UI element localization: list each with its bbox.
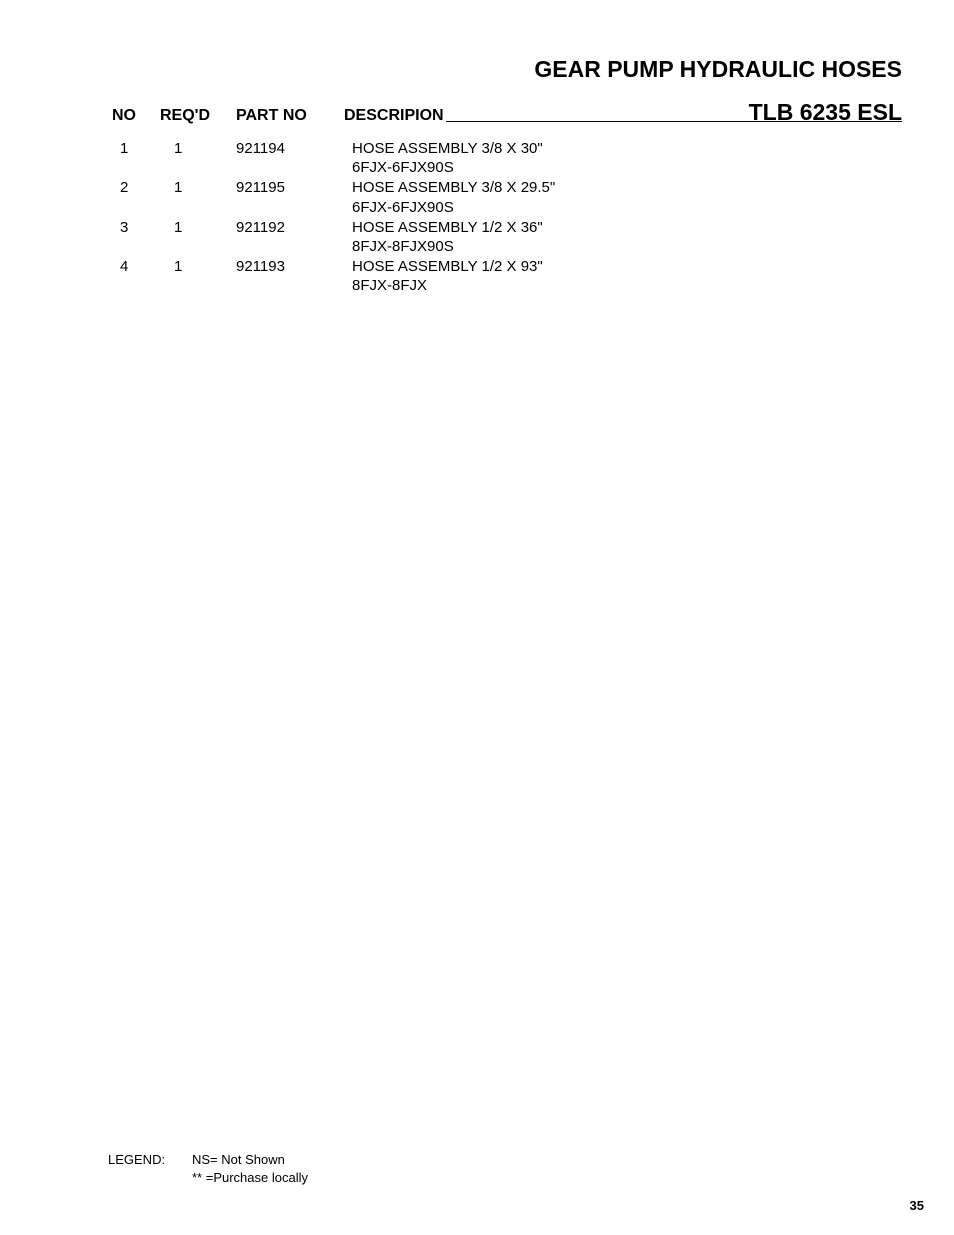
cell-no: 1 (112, 139, 160, 158)
cell-reqd: 1 (160, 257, 236, 276)
desc-line1: HOSE ASSEMBLY 3/8 X 30" (352, 140, 543, 157)
cell-partno: 921192 (236, 218, 344, 237)
cell-no: 2 (112, 178, 160, 197)
table-row: 2 1 921195 HOSE ASSEMBLY 3/8 X 29.5" 6FJ… (112, 178, 914, 216)
page-title: GEAR PUMP HYDRAULIC HOSES (40, 56, 902, 83)
column-header-no: NO (112, 107, 160, 125)
desc-line1: HOSE ASSEMBLY 1/2 X 36" (352, 219, 543, 236)
column-header-reqd: REQ'D (160, 107, 236, 125)
legend-block: LEGEND: NS= Not Shown ** =Purchase local… (108, 1151, 308, 1187)
desc-line2: 8FJX-8FJX (352, 276, 914, 295)
table-header-row: NO REQ'D PART NO DESCRIPION TLB 6235 ESL (40, 107, 914, 125)
desc-line1: HOSE ASSEMBLY 3/8 X 29.5" (352, 179, 555, 196)
table-row: 4 1 921193 HOSE ASSEMBLY 1/2 X 93" 8FJX-… (112, 257, 914, 295)
cell-partno: 921195 (236, 178, 344, 197)
legend-line1: NS= Not Shown (192, 1151, 285, 1169)
column-header-partno: PART NO (236, 107, 344, 125)
desc-line2: 8FJX-8FJX90S (352, 237, 914, 256)
legend-spacer (108, 1169, 192, 1187)
cell-no: 4 (112, 257, 160, 276)
cell-reqd: 1 (160, 178, 236, 197)
legend-label: LEGEND: (108, 1151, 192, 1169)
cell-reqd: 1 (160, 139, 236, 158)
cell-description: HOSE ASSEMBLY 1/2 X 93" 8FJX-8FJX (344, 257, 914, 295)
desc-line1: HOSE ASSEMBLY 1/2 X 93" (352, 258, 543, 275)
desc-line2: 6FJX-6FJX90S (352, 198, 914, 217)
table-row: 1 1 921194 HOSE ASSEMBLY 3/8 X 30" 6FJX-… (112, 139, 914, 177)
cell-description: HOSE ASSEMBLY 3/8 X 29.5" 6FJX-6FJX90S (344, 178, 914, 216)
page-number: 35 (910, 1198, 924, 1213)
parts-table-body: 1 1 921194 HOSE ASSEMBLY 3/8 X 30" 6FJX-… (40, 139, 914, 296)
cell-reqd: 1 (160, 218, 236, 237)
cell-description: HOSE ASSEMBLY 3/8 X 30" 6FJX-6FJX90S (344, 139, 914, 177)
table-row: 3 1 921192 HOSE ASSEMBLY 1/2 X 36" 8FJX-… (112, 218, 914, 256)
cell-partno: 921194 (236, 139, 344, 158)
cell-description: HOSE ASSEMBLY 1/2 X 36" 8FJX-8FJX90S (344, 218, 914, 256)
model-label: TLB 6235 ESL (749, 99, 902, 126)
cell-partno: 921193 (236, 257, 344, 276)
legend-line2: ** =Purchase locally (192, 1169, 308, 1187)
column-header-description: DESCRIPION (344, 107, 444, 125)
cell-no: 3 (112, 218, 160, 237)
desc-line2: 6FJX-6FJX90S (352, 158, 914, 177)
